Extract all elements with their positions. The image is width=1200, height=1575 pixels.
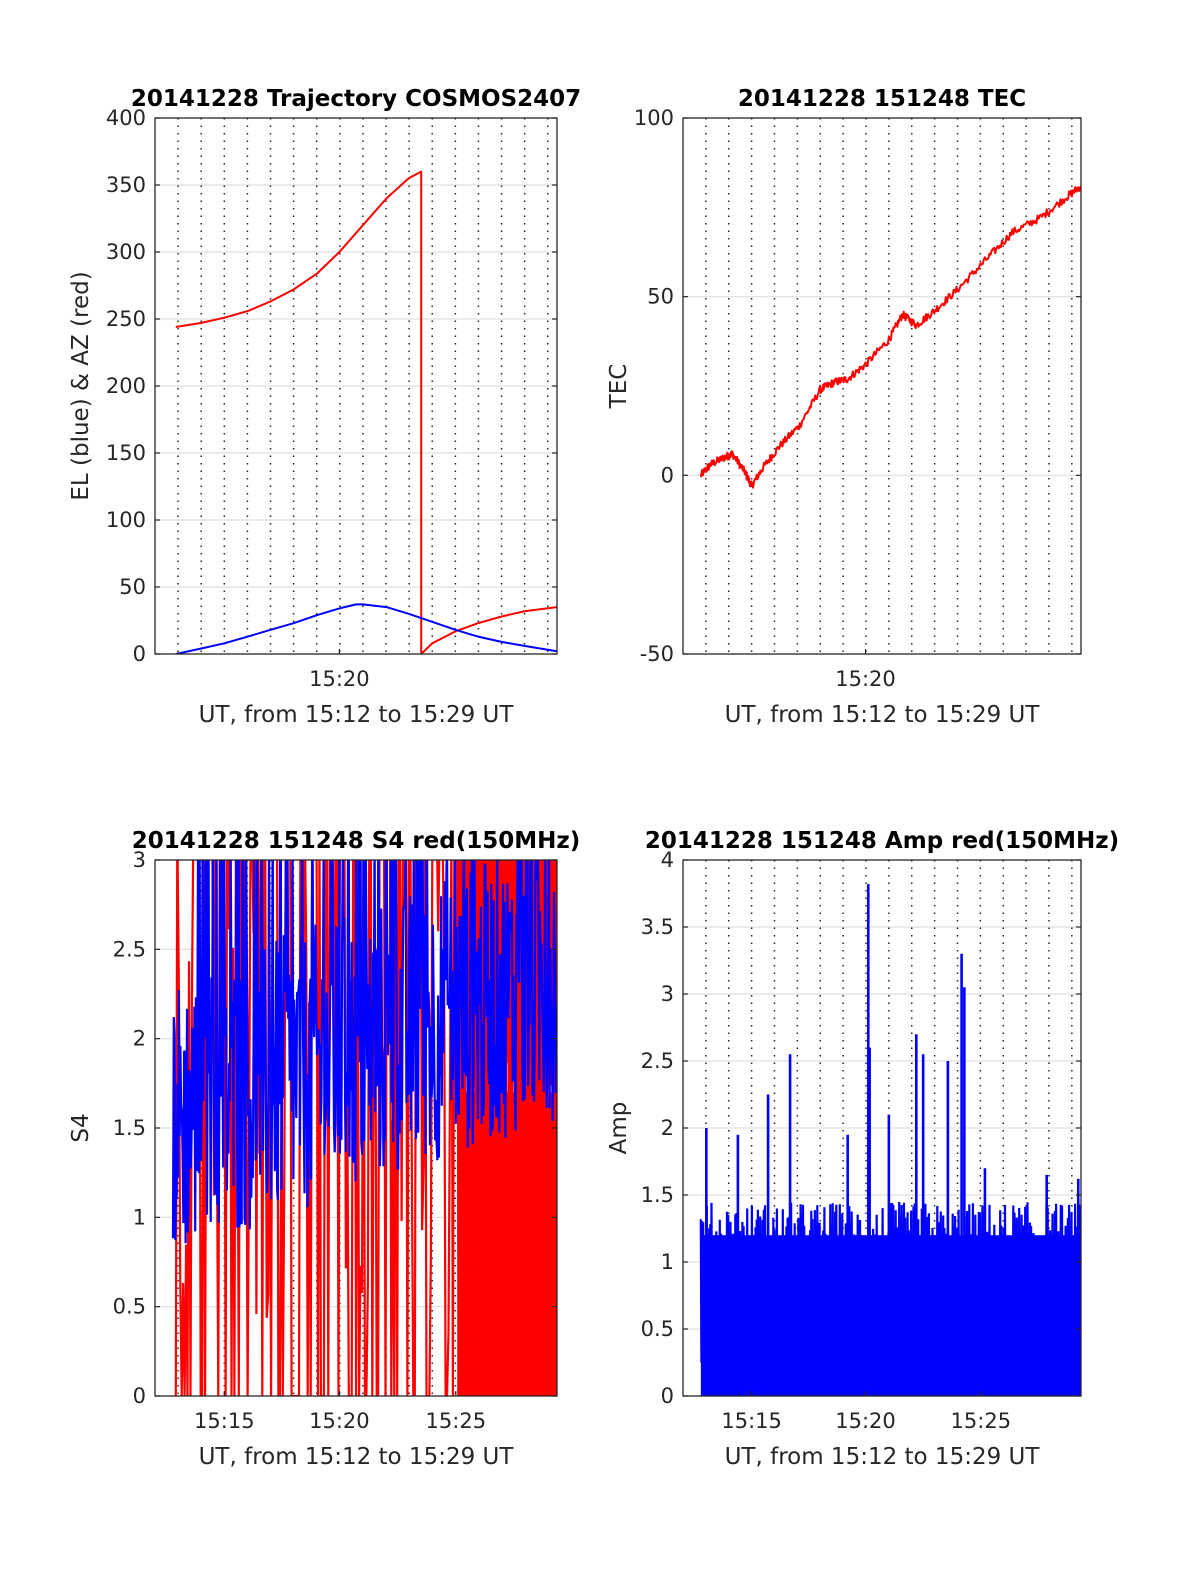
x-axis-label: UT, from 15:12 to 15:29 UT — [725, 702, 1041, 728]
y-tick-label: 50 — [647, 285, 674, 309]
chart-title: 20141228 151248 Amp red(150MHz) — [645, 828, 1119, 854]
axes-frame — [682, 117, 1082, 655]
chart-panel-4: 0 0.5 1 1.5 2 2.5 3 3.5 4 15:15 15:20 15:25 20141228… — [606, 828, 1119, 1470]
y-tick-label: 1.5 — [641, 1183, 674, 1207]
y-tick-label: 0 — [133, 1384, 146, 1408]
y-tick-label: 2.5 — [641, 1049, 674, 1073]
x-tick-label: 15:20 — [309, 1409, 370, 1433]
y-tick-label: 0 — [133, 642, 146, 666]
y-tick-label: 0.5 — [113, 1295, 146, 1319]
x-axis-label: UT, from 15:12 to 15:29 UT — [725, 1444, 1041, 1470]
plot-data — [171, 860, 557, 1396]
chart-title: 20141228 151248 TEC — [738, 86, 1026, 112]
y-axis-label: Amp — [606, 1102, 632, 1155]
x-tick-label: 15:25 — [426, 1409, 487, 1433]
y-tick-label: 250 — [106, 307, 146, 331]
series-line-1 — [175, 170, 557, 654]
y-tick-label: 2 — [661, 1116, 674, 1140]
x-tick-label: 15:15 — [194, 1409, 255, 1433]
chart-panel-1: 0 50 100 150 200 250 300 350 400 15:20 20141228 Tr… — [68, 86, 581, 728]
y-axis-label: EL (blue) & AZ (red) — [68, 271, 94, 500]
series-line-2 — [171, 860, 557, 1244]
y-tick-label: -50 — [640, 642, 674, 666]
x-tick-label: 15:20 — [309, 667, 370, 691]
y-tick-label: 3 — [133, 848, 146, 872]
plot-data — [175, 170, 557, 654]
y-tick-label: 1.5 — [113, 1116, 146, 1140]
x-axis-label: UT, from 15:12 to 15:29 UT — [199, 702, 515, 728]
y-tick-label: 1 — [661, 1250, 674, 1274]
y-tick-label: 0.5 — [641, 1317, 674, 1341]
x-tick-label: 15:20 — [835, 667, 896, 691]
y-axis-label: TEC — [606, 364, 632, 410]
y-tick-label: 100 — [106, 508, 146, 532]
y-axis-label: S4 — [68, 1113, 94, 1142]
y-tick-label: 2.5 — [113, 937, 146, 961]
y-tick-label: 200 — [106, 374, 146, 398]
x-tick-label: 15:20 — [835, 1409, 896, 1433]
x-tick-label: 15:15 — [721, 1409, 782, 1433]
y-tick-label: 2 — [133, 1027, 146, 1051]
y-tick-label: 350 — [106, 173, 146, 197]
y-tick-label: 3 — [661, 982, 674, 1006]
chart-panel-2: -50 0 50 100 15:20 20141228 151248 TEC UT, fro… — [606, 86, 1082, 728]
series-dense-fill — [700, 1235, 1081, 1396]
y-tick-label: 400 — [106, 106, 146, 130]
x-axis-label: UT, from 15:12 to 15:29 UT — [199, 1444, 515, 1470]
y-tick-label: 300 — [106, 240, 146, 264]
plot-data — [699, 185, 1081, 489]
y-tick-label: 1 — [133, 1205, 146, 1229]
chart-title: 20141228 151248 S4 red(150MHz) — [132, 828, 581, 854]
y-tick-label: 0 — [661, 463, 674, 487]
chart-title: 20141228 Trajectory COSMOS2407 — [131, 86, 581, 112]
series-line-1 — [699, 185, 1081, 489]
plot-data — [699, 884, 1081, 1396]
chart-panel-3: 0 0.5 1 1.5 2 2.5 3 15:15 15:20 15:25 20141228 151… — [68, 828, 581, 1470]
y-tick-label: 4 — [661, 848, 674, 872]
y-tick-label: 3.5 — [641, 915, 674, 939]
y-tick-label: 100 — [634, 106, 674, 130]
series-line-2 — [175, 603, 557, 654]
y-tick-label: 50 — [119, 575, 146, 599]
y-tick-label: 0 — [661, 1384, 674, 1408]
y-tick-label: 150 — [106, 441, 146, 465]
x-tick-label: 15:25 — [951, 1409, 1012, 1433]
